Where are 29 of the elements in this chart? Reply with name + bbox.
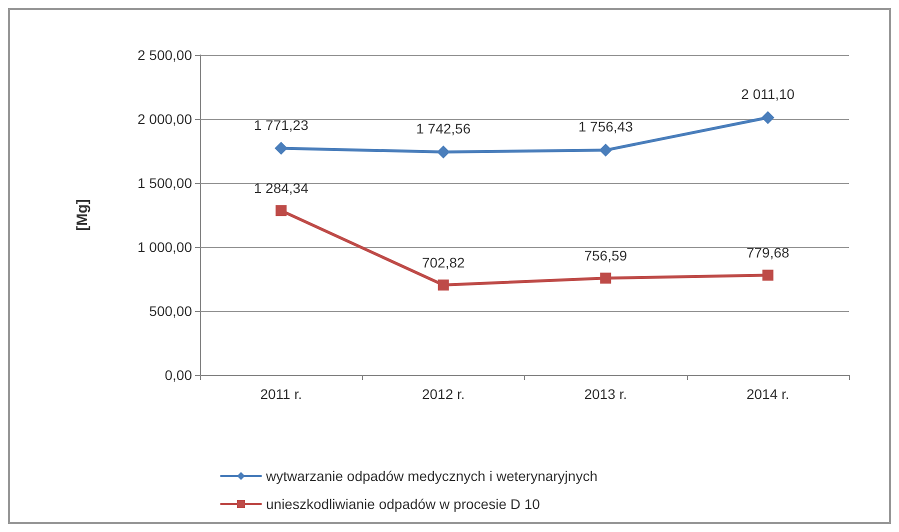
data-label: 1 756,43 xyxy=(578,118,634,135)
y-axis-title: [Mg] xyxy=(74,199,91,231)
data-label: 2 011,10 xyxy=(741,86,795,102)
data-label: 1 742,56 xyxy=(416,120,471,136)
x-tick-label: 2012 r. xyxy=(422,386,465,402)
data-label: 1 771,23 xyxy=(254,116,309,133)
y-tick-label: 1 500,00 xyxy=(138,175,192,191)
point xyxy=(436,145,450,158)
point xyxy=(599,144,612,157)
y-tick-label: 1 000,00 xyxy=(138,239,192,255)
legend-label: unieszkodliwianie odpadów w procesie D 10 xyxy=(266,496,540,512)
point xyxy=(274,142,288,155)
y-tick-label: 2 500,00 xyxy=(138,47,192,63)
y-tick-label: 500,00 xyxy=(149,303,192,319)
data-label: 779,68 xyxy=(746,244,790,261)
data-label: 1 284,34 xyxy=(254,180,309,196)
x-tick-label: 2011 r. xyxy=(260,386,302,402)
point xyxy=(761,111,774,124)
point xyxy=(276,205,287,216)
y-tick-label: 2 000,00 xyxy=(138,111,192,127)
x-tick-label: 2014 r. xyxy=(746,386,790,402)
point xyxy=(438,280,449,291)
data-label: 702,82 xyxy=(422,254,465,271)
data-label: 756,59 xyxy=(584,248,628,264)
legend-label: wytwarzanie odpadów medycznych i weterynaryjnych xyxy=(265,468,598,484)
point xyxy=(600,272,612,284)
y-tick-label: 0,00 xyxy=(164,367,192,383)
point xyxy=(762,270,774,281)
x-tick-label: 2013 r. xyxy=(584,386,628,402)
